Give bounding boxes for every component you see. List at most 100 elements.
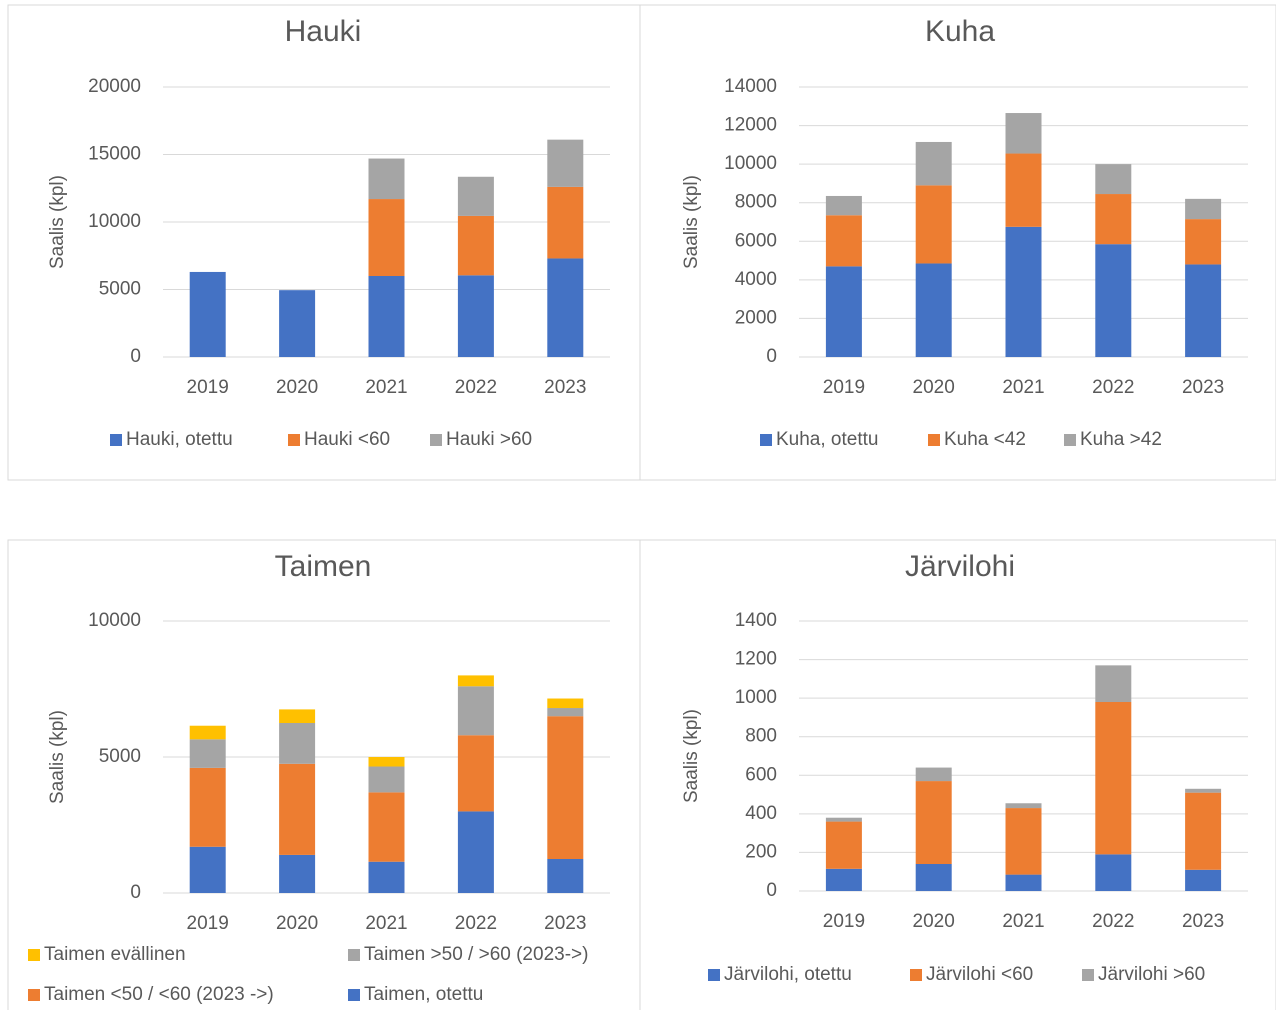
bar-segment bbox=[189, 271, 226, 357]
bar-segment bbox=[368, 766, 405, 793]
x-tick-label: 2019 bbox=[187, 377, 229, 398]
bar-segment bbox=[1185, 869, 1222, 891]
y-tick-label: 1200 bbox=[735, 649, 777, 670]
bar-segment bbox=[457, 686, 494, 736]
x-tick-label: 2023 bbox=[1182, 377, 1224, 398]
bar-segment bbox=[547, 716, 584, 859]
y-tick-label: 0 bbox=[130, 346, 141, 367]
x-tick-label: 2023 bbox=[544, 377, 586, 398]
y-axis-label: Saalis (kpl) bbox=[681, 175, 702, 269]
y-tick-label: 5000 bbox=[99, 746, 141, 767]
x-tick-label: 2019 bbox=[187, 913, 229, 934]
bar-segment bbox=[825, 215, 862, 267]
x-tick-label: 2021 bbox=[365, 913, 407, 934]
bar-segment bbox=[1095, 665, 1132, 702]
bar-segment bbox=[189, 739, 226, 768]
bar-segment bbox=[915, 263, 952, 357]
legend-swatch bbox=[1064, 434, 1076, 446]
legend-swatch bbox=[1082, 969, 1094, 981]
bar-segment bbox=[825, 868, 862, 891]
bar-segment bbox=[279, 763, 316, 855]
panel-border bbox=[639, 4, 1276, 481]
y-axis-label: Saalis (kpl) bbox=[47, 710, 68, 804]
chart-title: Järvilohi bbox=[905, 550, 1015, 583]
bar-segment bbox=[457, 275, 494, 357]
legend-swatch bbox=[348, 989, 360, 1001]
y-tick-label: 0 bbox=[766, 880, 777, 901]
x-tick-label: 2022 bbox=[1092, 377, 1134, 398]
x-tick-label: 2020 bbox=[276, 377, 318, 398]
bar-segment bbox=[915, 141, 952, 186]
bar-segment bbox=[1005, 803, 1042, 809]
bar-segment bbox=[1095, 164, 1132, 195]
y-tick-label: 20000 bbox=[88, 76, 141, 97]
bar-segment bbox=[279, 709, 316, 723]
bar-segment bbox=[368, 792, 405, 862]
y-tick-label: 1000 bbox=[735, 687, 777, 708]
bar-segment bbox=[1005, 874, 1042, 891]
x-tick-label: 2020 bbox=[913, 377, 955, 398]
y-tick-label: 800 bbox=[745, 726, 777, 747]
bar-segment bbox=[279, 723, 316, 764]
panel-border bbox=[639, 539, 1276, 1010]
legend-label: Järvilohi >60 bbox=[1098, 964, 1205, 985]
legend-swatch bbox=[28, 989, 40, 1001]
bar-segment bbox=[547, 698, 584, 709]
bar-segment bbox=[1005, 153, 1042, 227]
chart-title: Kuha bbox=[925, 15, 995, 48]
bar-segment bbox=[279, 854, 316, 893]
x-tick-label: 2021 bbox=[1002, 911, 1044, 932]
y-tick-label: 10000 bbox=[88, 610, 141, 631]
x-tick-label: 2023 bbox=[544, 913, 586, 934]
x-tick-label: 2021 bbox=[1002, 377, 1044, 398]
legend-swatch bbox=[288, 434, 300, 446]
y-tick-label: 2000 bbox=[735, 307, 777, 328]
y-tick-label: 6000 bbox=[735, 230, 777, 251]
bar-segment bbox=[457, 735, 494, 812]
y-tick-label: 12000 bbox=[724, 115, 777, 136]
bar-segment bbox=[547, 708, 584, 717]
y-axis-label: Saalis (kpl) bbox=[47, 175, 68, 269]
x-tick-label: 2019 bbox=[823, 911, 865, 932]
legend-label: Järvilohi <60 bbox=[926, 964, 1033, 985]
legend-swatch bbox=[760, 434, 772, 446]
legend-label: Taimen evällinen bbox=[44, 944, 186, 965]
bar-segment bbox=[189, 725, 226, 740]
y-tick-label: 8000 bbox=[735, 192, 777, 213]
x-tick-label: 2020 bbox=[276, 913, 318, 934]
bar-segment bbox=[457, 176, 494, 216]
bar-segment bbox=[1095, 244, 1132, 357]
y-tick-label: 400 bbox=[745, 803, 777, 824]
bar-segment bbox=[547, 186, 584, 259]
legend-label: Kuha <42 bbox=[944, 429, 1026, 450]
y-tick-label: 0 bbox=[766, 346, 777, 367]
bar-segment bbox=[368, 757, 405, 767]
bar-segment bbox=[279, 290, 316, 357]
bar-segment bbox=[457, 215, 494, 276]
bar-segment bbox=[189, 767, 226, 847]
legend-swatch bbox=[430, 434, 442, 446]
bar-segment bbox=[1185, 264, 1222, 357]
chart-title: Taimen bbox=[275, 550, 372, 583]
x-tick-label: 2020 bbox=[913, 911, 955, 932]
legend-label: Taimen, otettu bbox=[364, 984, 483, 1005]
x-tick-label: 2022 bbox=[455, 377, 497, 398]
chart-title: Hauki bbox=[285, 15, 362, 48]
bar-segment bbox=[825, 817, 862, 822]
bar-segment bbox=[1185, 219, 1222, 265]
legend-swatch bbox=[348, 949, 360, 961]
x-tick-label: 2021 bbox=[365, 377, 407, 398]
legend-swatch bbox=[28, 949, 40, 961]
x-tick-label: 2019 bbox=[823, 377, 865, 398]
bar-segment bbox=[368, 861, 405, 893]
bar-segment bbox=[1095, 702, 1132, 855]
legend-swatch bbox=[708, 969, 720, 981]
bar-segment bbox=[825, 266, 862, 357]
y-tick-label: 1400 bbox=[735, 610, 777, 631]
bar-segment bbox=[1095, 194, 1132, 245]
legend-label: Taimen <50 / <60 (2023 ->) bbox=[44, 984, 274, 1005]
bar-segment bbox=[368, 158, 405, 200]
legend-label: Järvilohi, otettu bbox=[724, 964, 852, 985]
bar-segment bbox=[1185, 792, 1222, 870]
